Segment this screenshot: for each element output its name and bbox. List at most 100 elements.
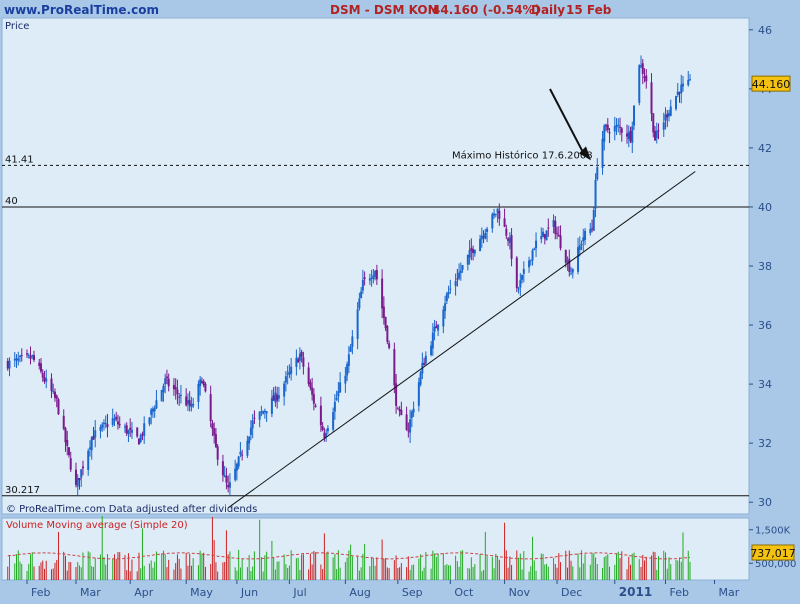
candle-body [423,363,426,366]
candle-body [277,395,280,399]
candle-body [566,260,569,263]
candle-body [676,91,679,96]
candle-body [286,373,289,375]
candle-body [592,209,595,231]
candle-body [417,382,420,406]
candle-body [458,272,461,279]
candle-body [241,454,244,456]
period-label: Daily [531,3,565,17]
candle-body [74,469,77,485]
candle-body [486,228,489,232]
candle-body [582,237,585,242]
candle-body [57,399,60,415]
candle-body [123,426,126,428]
candle-body [148,417,151,424]
time-axis[interactable]: Feb Mar Apr May Jun Jul Aug Sep Oct Nov Dec 2011 Feb… [26,580,740,599]
candle-body [405,414,408,430]
candle-body [556,233,559,235]
candle-body [272,395,275,401]
candle-body [139,435,142,442]
last-quote: 44.160 (-0.54%) [432,3,540,17]
candle-body [295,357,298,367]
candle-body [347,354,350,366]
candle-body [498,210,501,219]
candle-body [643,76,646,78]
candle-body [505,228,508,236]
candle-body [323,432,326,438]
candle-body [190,403,193,407]
candle-body [633,105,636,126]
candle-body [239,451,242,455]
candle-body [339,382,342,393]
candle-body [493,213,496,216]
candle-body [116,421,119,425]
candle-body [167,378,170,387]
price-tick-label: 32 [758,437,772,450]
candle-body [445,293,448,302]
candle-body [384,317,387,329]
candle-body [31,355,34,357]
candle-body [360,291,363,299]
candle-body [629,130,632,142]
volume-title: Volume Moving average (Simple 20) [6,520,188,531]
candle-body [118,424,121,426]
candle-body [370,277,373,279]
candle-body [627,132,630,139]
candle-body [172,384,175,390]
candle-body [608,132,611,134]
level-40-label: 40 [5,196,18,207]
candle-body [225,475,228,483]
candle-body [407,430,410,432]
price-axis[interactable]: 303234363840424446 [749,24,772,509]
candle-body [223,475,226,477]
candle-body [554,220,557,234]
candle-body [517,288,520,290]
site-url[interactable]: www.ProRealTime.com [4,3,159,17]
candle-body [372,275,375,279]
candle-body [519,280,522,288]
candle-body [209,394,212,422]
candle-body [143,423,146,436]
candle-body [234,468,237,480]
candle-body [312,394,315,404]
candle-body [150,409,153,415]
candle-body [396,408,399,410]
candle-body [543,234,546,239]
candle-body [141,434,144,436]
candle-body [472,249,475,254]
candle-body [591,228,594,230]
volume-axis[interactable]: 1,500K 500,000 [749,526,796,571]
candle-body [468,249,471,258]
price-plot-area[interactable] [1,17,750,515]
candle-body [682,83,685,87]
candle-body [358,298,361,309]
candle-body [253,417,256,419]
month-label: Mar [718,586,739,599]
price-tick-label: 30 [758,496,772,509]
candle-body [433,326,436,332]
candle-body [227,484,230,488]
candle-body [307,367,310,384]
candle-body [200,381,203,384]
candle-body [43,377,46,382]
candle-body [484,232,487,239]
candle-body [321,426,324,431]
candle-body [412,408,415,413]
candle-body [179,394,182,396]
candle-body [202,380,205,386]
candle-body [430,345,433,356]
candle-body [80,469,83,478]
candle-body [27,354,30,356]
candle-body [531,250,534,261]
candle-body [174,387,177,390]
last-price-marker [751,75,791,92]
last-volume-marker [751,544,795,561]
candle-body [473,249,476,254]
candle-body [17,358,20,361]
candle-body [298,353,301,361]
candle-body [419,372,422,385]
candle-body [386,326,389,342]
candle-body [482,236,485,238]
candle-body [459,270,462,274]
candle-body [480,235,483,240]
